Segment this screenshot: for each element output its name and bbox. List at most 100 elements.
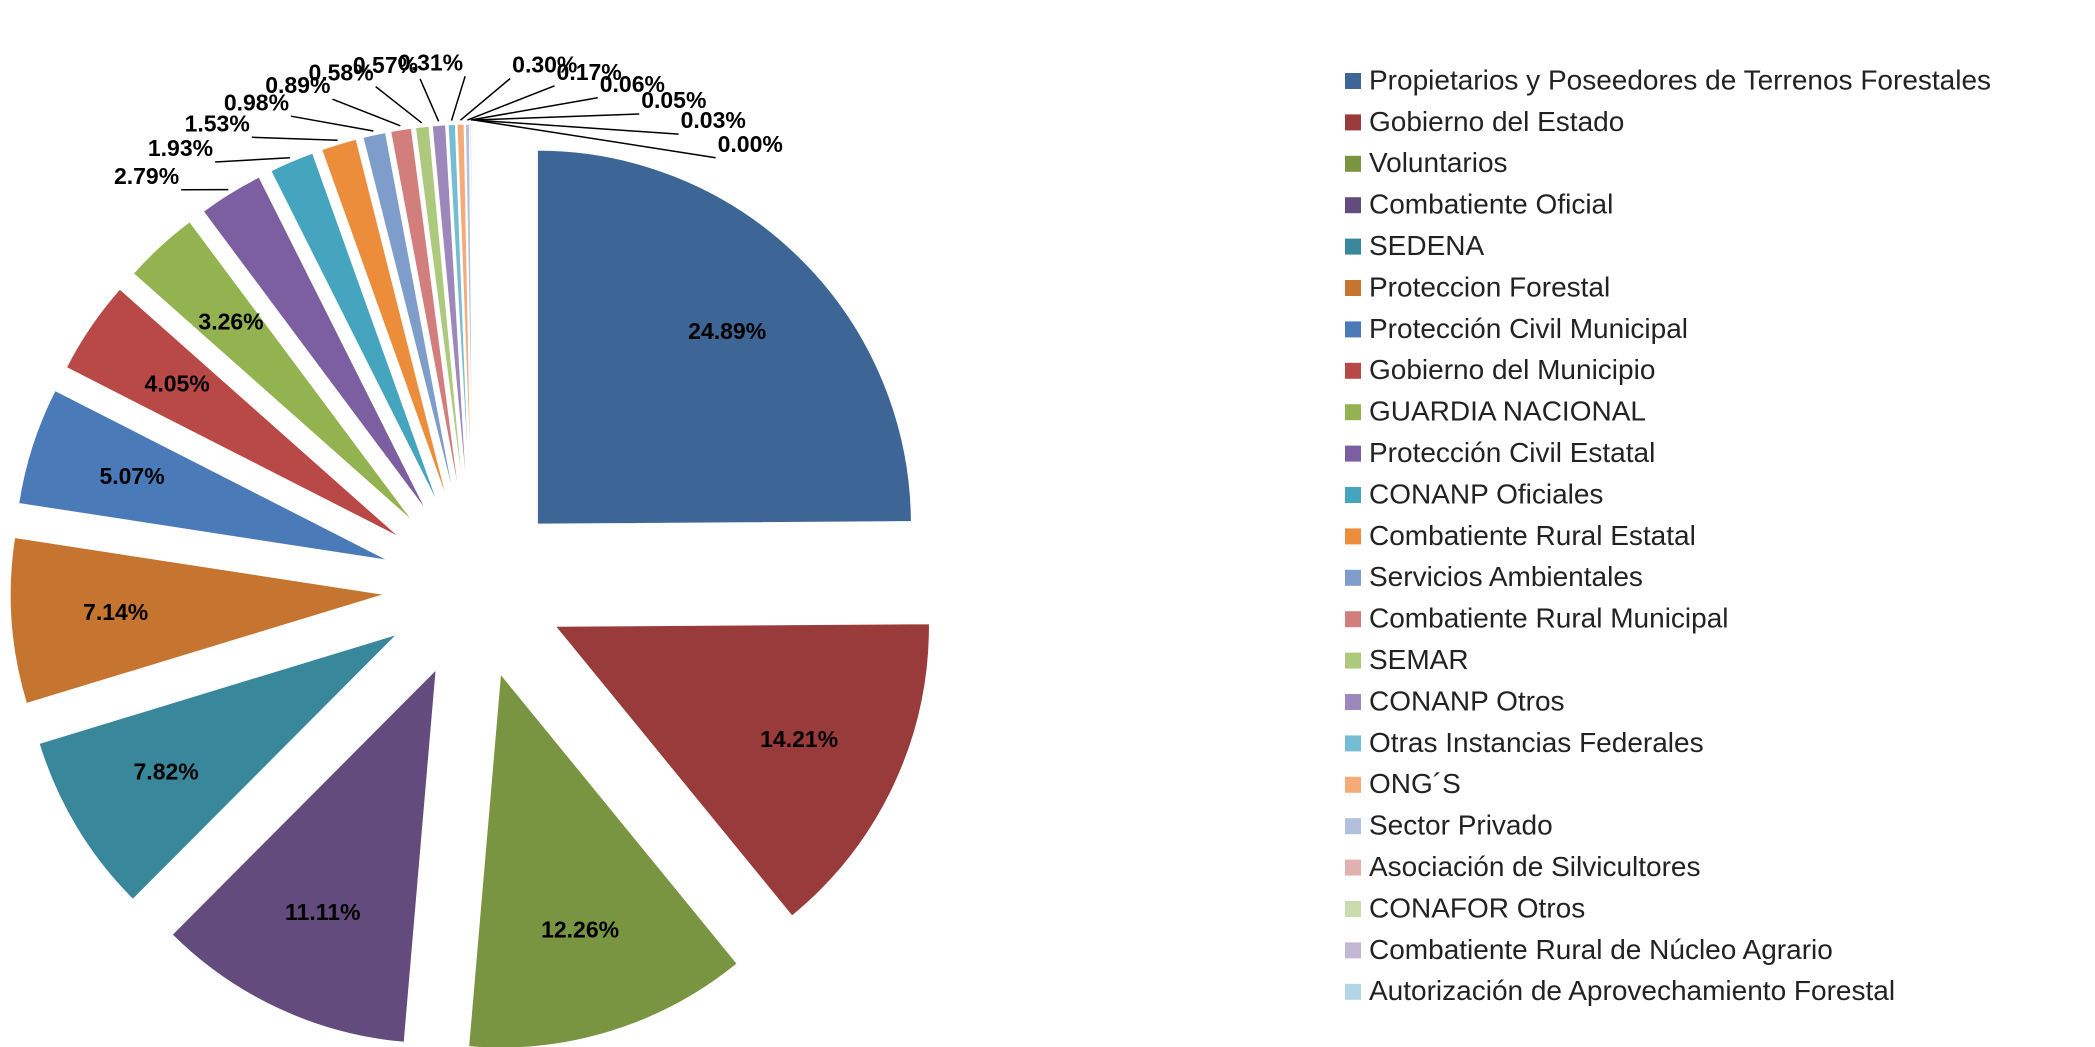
legend-label: Sector Privado xyxy=(1369,810,1553,841)
data-label: 7.14% xyxy=(83,599,148,625)
leader-line xyxy=(459,77,511,121)
pie-slice xyxy=(456,123,472,499)
pie-slice xyxy=(472,123,475,499)
legend-swatch xyxy=(1345,280,1361,296)
legend-label: CONAFOR Otros xyxy=(1369,892,1585,923)
pie-slice xyxy=(38,633,398,901)
legend-swatch xyxy=(1345,321,1361,338)
data-label: 24.89% xyxy=(688,318,766,344)
data-label: 11.11% xyxy=(285,899,360,925)
legend-swatch xyxy=(1345,197,1361,214)
legend-label: Protección Civil Municipal xyxy=(1369,313,1688,344)
pie-slice xyxy=(65,288,400,538)
data-label: 14.21% xyxy=(760,726,838,752)
legend-swatch xyxy=(1345,362,1361,379)
legend-label: CONANP Oficiales xyxy=(1369,478,1603,509)
pie-slice xyxy=(171,668,437,1043)
pie-slice xyxy=(9,536,385,705)
legend-label: SEDENA xyxy=(1369,230,1484,261)
legend-swatch xyxy=(1345,611,1361,628)
legend-swatch xyxy=(1345,114,1361,131)
legend-label: CONANP Otros xyxy=(1369,685,1565,716)
data-label: 1.93% xyxy=(148,135,213,161)
data-label: 0.30% xyxy=(512,52,577,78)
legend-label: Combatiente Rural Municipal xyxy=(1369,603,1729,634)
pie-slice xyxy=(390,127,461,500)
legend-label: Servicios Ambientales xyxy=(1369,561,1643,592)
data-label: 0.57% xyxy=(353,52,418,78)
legend-swatch xyxy=(1345,859,1361,876)
legend-label: ONG´S xyxy=(1369,768,1461,799)
legend-swatch xyxy=(1345,776,1361,793)
pie-slice xyxy=(270,152,440,506)
data-label: 1.53% xyxy=(185,110,250,136)
legend-label: Combatiente Oficial xyxy=(1369,189,1613,220)
legend-swatch xyxy=(1345,735,1361,752)
leader-line xyxy=(467,85,555,121)
data-label: 0.03% xyxy=(681,107,746,133)
leader-line xyxy=(473,119,716,159)
pie-slice xyxy=(362,131,456,501)
legend-label: Propietarios y Poseedores de Terrenos Fo… xyxy=(1369,64,1991,95)
data-label: 0.31% xyxy=(398,49,463,75)
legend-swatch xyxy=(1345,73,1361,89)
legend-swatch xyxy=(1345,942,1361,959)
legend-label: Protección Civil Estatal xyxy=(1369,437,1655,468)
legend-swatch xyxy=(1345,155,1361,172)
pie-slice xyxy=(321,138,449,503)
data-label: 0.00% xyxy=(718,131,783,157)
pie-slice xyxy=(464,123,474,499)
legend-label: Otras Instancias Federales xyxy=(1369,727,1704,758)
data-label: 0.05% xyxy=(641,87,706,113)
pie-slice xyxy=(468,672,738,1047)
legend-label: Proteccion Forestal xyxy=(1369,271,1610,302)
legend-swatch xyxy=(1345,404,1361,421)
legend-swatch xyxy=(1345,694,1361,710)
legend-label: Autorización de Aprovechamiento Forestal xyxy=(1369,975,1895,1006)
pie-slice xyxy=(431,124,468,499)
legend-swatch xyxy=(1345,901,1361,917)
pie-slice xyxy=(536,149,912,525)
leader-line xyxy=(450,76,466,121)
legend-label: Combatiente Rural Estatal xyxy=(1369,520,1696,551)
data-label: 12.26% xyxy=(541,916,619,942)
legend-swatch xyxy=(1345,528,1361,545)
legend-label: Gobierno del Municipio xyxy=(1369,354,1655,385)
legend-label: Asociación de Silvicultores xyxy=(1369,851,1701,882)
pie-slice xyxy=(414,125,465,499)
pie-slice xyxy=(202,176,428,512)
leader-line xyxy=(290,115,374,132)
data-label: 7.82% xyxy=(134,758,199,784)
legend-label: GUARDIA NACIONAL xyxy=(1369,396,1646,427)
pie-slice xyxy=(132,221,414,523)
leader-line xyxy=(375,86,423,124)
data-label: 0.58% xyxy=(308,60,373,86)
legend-label: Voluntarios xyxy=(1369,147,1508,178)
leader-line xyxy=(473,119,679,135)
legend-swatch xyxy=(1345,569,1361,586)
data-label: 0.06% xyxy=(600,71,665,97)
legend-label: Combatiente Rural de Núcleo Agrario xyxy=(1369,934,1833,965)
leader-line xyxy=(419,78,440,122)
leader-line xyxy=(251,136,338,142)
data-label: 5.07% xyxy=(99,463,164,489)
legend-swatch xyxy=(1345,652,1361,669)
legend-swatch xyxy=(1345,445,1361,462)
data-label: 0.89% xyxy=(265,72,330,98)
data-label: 0.98% xyxy=(224,89,289,115)
data-label: 3.26% xyxy=(198,308,263,334)
legend-label: Gobierno del Estado xyxy=(1369,106,1624,137)
data-label: 2.79% xyxy=(114,163,179,189)
pie-slice xyxy=(554,623,930,917)
leader-line xyxy=(470,97,598,121)
legend-swatch xyxy=(1345,487,1361,503)
legend-swatch xyxy=(1345,983,1361,1000)
leader-line xyxy=(472,113,640,121)
legend-label: SEMAR xyxy=(1369,644,1469,675)
pie-slice xyxy=(18,389,389,561)
legend-swatch xyxy=(1345,238,1361,255)
pie-slice xyxy=(447,123,471,499)
legend-swatch xyxy=(1345,818,1361,835)
leader-line xyxy=(332,98,401,127)
